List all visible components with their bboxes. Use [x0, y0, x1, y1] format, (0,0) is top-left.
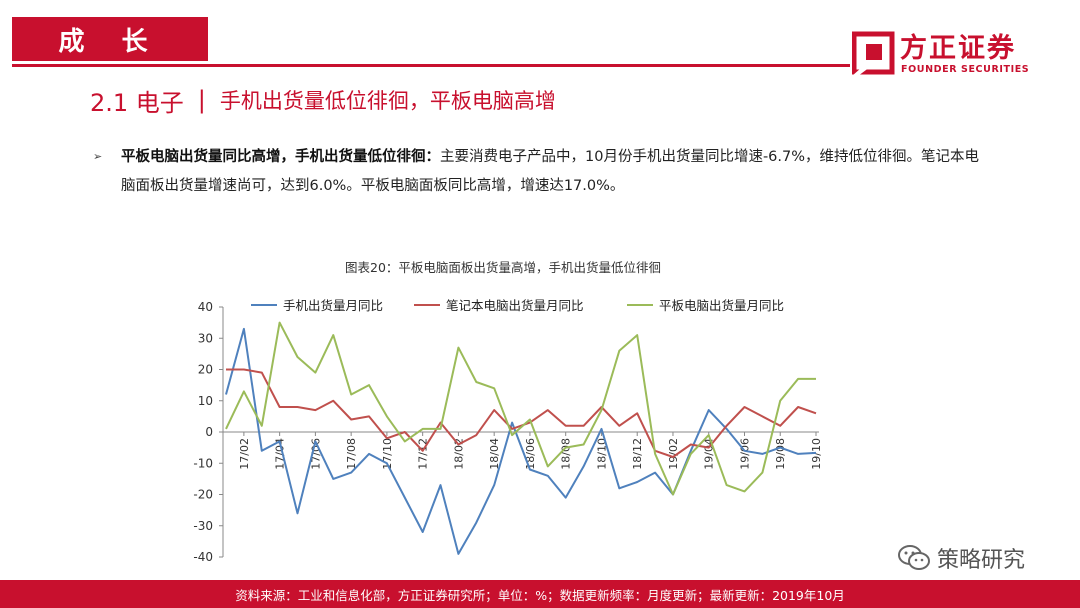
x-tick-label: 19/06	[738, 438, 751, 470]
legend-label: 平板电脑出货量月同比	[659, 298, 784, 313]
legend-label: 笔记本电脑出货量月同比	[446, 298, 584, 313]
x-tick-label: 18/02	[452, 438, 465, 470]
x-tick-label: 19/08	[774, 438, 787, 470]
x-tick-label: 17/04	[274, 438, 287, 470]
logo-text-en: FOUNDER SECURITIES	[901, 64, 1030, 75]
wechat-icon	[898, 545, 930, 570]
chart-title: 图表20：平板电脑面板出货量高增，手机出货量低位徘徊	[345, 260, 661, 275]
section-header-block: 成 长	[12, 17, 208, 61]
series-line-2	[226, 368, 817, 458]
x-tick-label: 17/06	[309, 438, 322, 470]
bullet-lead: 平板电脑出货量同比高增，手机出货量低位徘徊：	[121, 149, 440, 165]
series-line-3	[225, 321, 816, 496]
y-tick-label: -30	[193, 519, 213, 533]
logo-text-cn: 方正证券	[900, 33, 1016, 64]
y-tick-label: -40	[193, 550, 213, 564]
x-tick-label: 18/04	[488, 438, 501, 470]
x-tick-label: 18/10	[595, 438, 608, 470]
x-tick-label: 17/08	[345, 438, 358, 470]
section-number: 2.1 电子	[90, 88, 184, 117]
section-separator: |	[197, 86, 206, 114]
x-tick-label: 18/06	[524, 438, 537, 470]
x-tick-label: 19/02	[667, 438, 680, 470]
company-logo: 方正证券 FOUNDER SECURITIES	[852, 24, 1052, 80]
y-tick-label: -20	[193, 488, 213, 502]
footer-bar: 资料来源：工业和信息化部，方正证券研究所；单位：%；数据更新频率：月度更新；最新…	[0, 580, 1080, 608]
y-tick-label: 0	[205, 425, 213, 439]
y-tick-label: -10	[193, 456, 213, 470]
y-tick-label: 40	[198, 300, 213, 314]
watermark-text: 策略研究	[937, 548, 1026, 573]
x-tick-label: 18/12	[631, 438, 644, 470]
bullet-paragraph: 平板电脑出货量同比高增，手机出货量低位徘徊：主要消费电子产品中，10月份手机出货…	[121, 143, 991, 201]
wechat-watermark: 策略研究	[897, 542, 1025, 574]
bullet-arrow-icon: ➢	[93, 150, 103, 163]
y-tick-label: 20	[198, 363, 213, 377]
x-tick-label: 19/10	[810, 438, 823, 470]
section-header-label: 成 长	[58, 26, 162, 57]
bullet-body: 主要消费电子产品中，10月份手机出货量同比增速-6.7%，维持低位徘徊。笔记本电…	[121, 149, 980, 194]
legend-label: 手机出货量月同比	[283, 298, 383, 313]
y-tick-label: 10	[198, 394, 213, 408]
header-divider	[12, 64, 850, 67]
series-line-1	[225, 327, 817, 555]
x-tick-label: 17/02	[238, 438, 251, 470]
section-title: 2.1 电子 | 手机出货量低位徘徊，平板电脑高增	[90, 84, 556, 117]
y-tick-label: 30	[198, 331, 213, 345]
founder-logo-icon	[852, 31, 895, 76]
section-heading: 手机出货量低位徘徊，平板电脑高增	[219, 89, 556, 113]
footer-source: 资料来源：工业和信息化部，方正证券研究所；单位：%；数据更新频率：月度更新；最新…	[235, 587, 845, 603]
x-tick-label: 18/08	[560, 438, 573, 470]
